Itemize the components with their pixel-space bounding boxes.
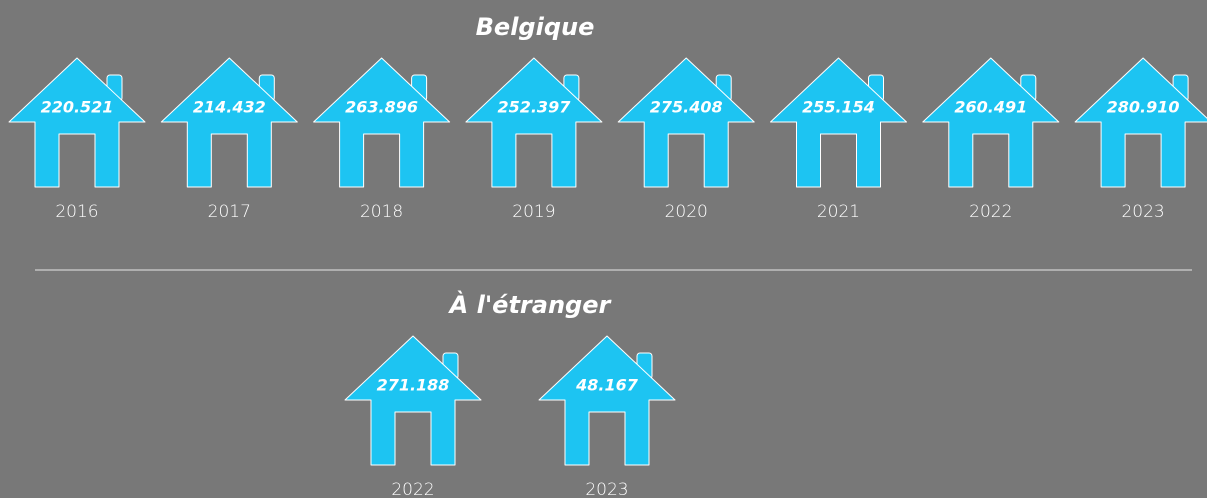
year-label: 2023 [1121, 202, 1164, 222]
house [617, 57, 755, 188]
house-shape [313, 57, 451, 188]
house-value: 263.896 [345, 98, 418, 117]
year-label: 2018 [360, 202, 403, 222]
house-shape [617, 57, 755, 188]
section-title: Belgique [476, 13, 595, 41]
year-label: 2020 [665, 202, 708, 222]
year-label: 2017 [208, 202, 251, 222]
house [770, 57, 907, 188]
house-shape [922, 57, 1060, 188]
house-value: 214.432 [193, 98, 266, 117]
year-label: 2019 [512, 202, 555, 222]
year-label: 2022 [391, 480, 434, 498]
house [344, 335, 482, 466]
house-value: 220.521 [41, 98, 114, 117]
house-value: 271.188 [377, 376, 450, 395]
year-label: 2016 [55, 202, 98, 222]
house-value: 275.408 [650, 98, 723, 117]
house-value: 255.154 [802, 98, 875, 117]
house-shape [538, 335, 676, 466]
house [538, 335, 676, 466]
section-title: À l'étranger [448, 289, 613, 319]
house [8, 57, 146, 188]
year-label: 2021 [817, 202, 860, 222]
house [160, 57, 298, 188]
house-value: 252.397 [497, 98, 571, 117]
house-shape [160, 57, 298, 188]
house-shape [1074, 57, 1207, 188]
house-shape [8, 57, 146, 188]
year-label: 2022 [969, 202, 1012, 222]
house-shape [770, 57, 907, 188]
house [922, 57, 1060, 188]
house [465, 57, 603, 188]
house [1074, 57, 1207, 188]
year-label: 2023 [585, 480, 628, 498]
house [313, 57, 451, 188]
house-value: 260.491 [954, 98, 1027, 117]
house-value: 280.910 [1107, 98, 1180, 117]
house-value: 48.167 [575, 376, 639, 395]
house-shape [344, 335, 482, 466]
house-shape [465, 57, 603, 188]
